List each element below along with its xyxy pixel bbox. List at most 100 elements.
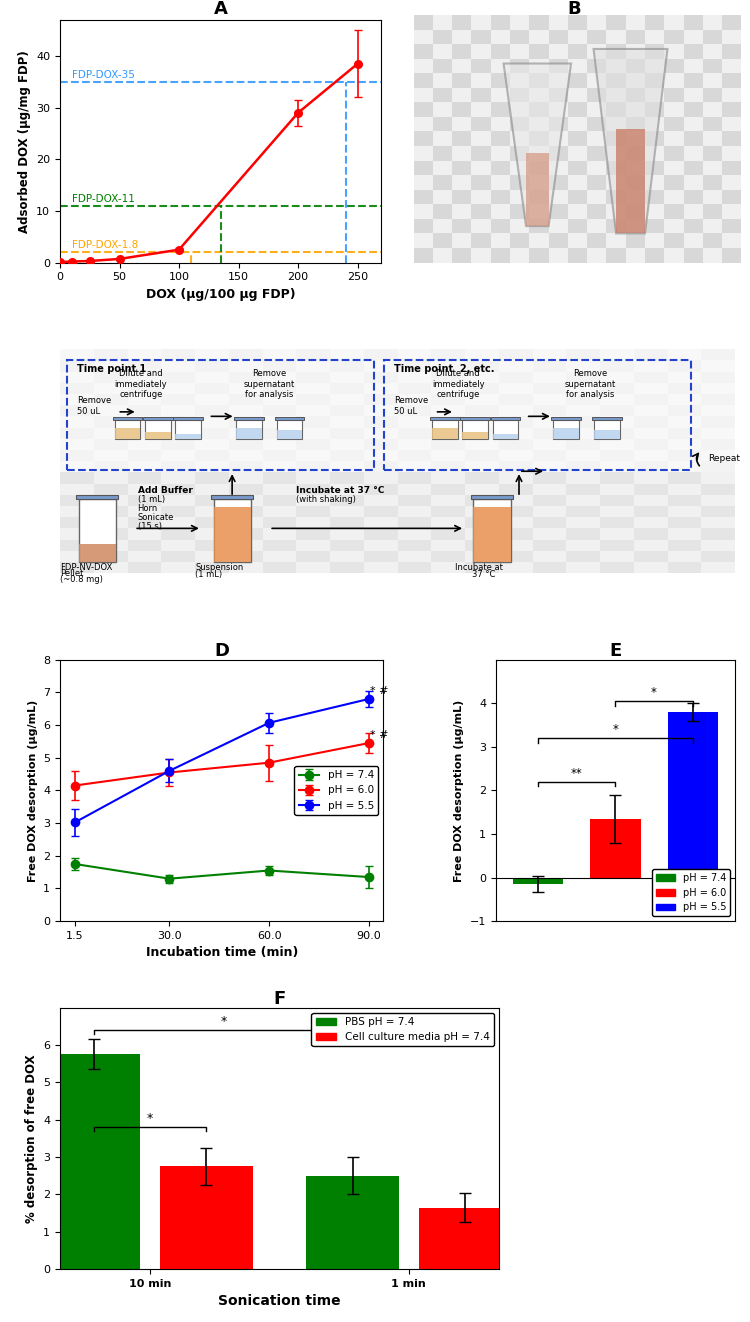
Bar xyxy=(94,371,128,383)
Bar xyxy=(626,44,645,58)
Bar xyxy=(634,517,668,529)
Bar xyxy=(398,494,431,506)
Bar xyxy=(60,517,94,529)
Bar xyxy=(460,416,490,419)
Bar xyxy=(161,517,195,529)
Bar xyxy=(60,349,735,472)
Bar xyxy=(431,439,465,449)
Bar xyxy=(530,249,548,263)
Bar xyxy=(364,551,398,562)
Bar xyxy=(490,160,510,176)
Bar xyxy=(229,517,262,529)
Bar xyxy=(161,371,195,383)
Bar xyxy=(94,551,128,562)
Bar xyxy=(510,29,530,44)
Bar xyxy=(398,484,431,494)
Bar xyxy=(566,416,600,427)
Bar xyxy=(229,494,262,506)
Bar xyxy=(398,427,431,439)
Bar xyxy=(195,494,229,506)
Bar xyxy=(645,190,664,205)
Bar xyxy=(568,87,587,102)
Bar xyxy=(433,131,452,145)
Text: Remove
50 uL: Remove 50 uL xyxy=(394,397,428,415)
Bar xyxy=(431,484,465,494)
Bar xyxy=(499,427,532,439)
Bar xyxy=(645,176,664,190)
Bar xyxy=(330,371,364,383)
Bar xyxy=(330,439,364,449)
Bar xyxy=(60,439,94,449)
Bar xyxy=(433,190,452,205)
Bar xyxy=(568,15,587,29)
Bar xyxy=(510,131,530,145)
Bar xyxy=(703,160,722,176)
Bar xyxy=(472,116,490,131)
Bar xyxy=(94,562,128,574)
Bar xyxy=(465,383,499,394)
Bar xyxy=(722,73,742,87)
Bar xyxy=(79,500,116,562)
Bar xyxy=(664,58,683,73)
Bar xyxy=(701,405,735,416)
Bar xyxy=(413,249,433,263)
Bar xyxy=(214,506,250,562)
Bar xyxy=(600,361,634,371)
Bar xyxy=(60,416,94,427)
Bar xyxy=(128,484,161,494)
Bar xyxy=(607,29,625,44)
Bar xyxy=(94,394,128,405)
Bar xyxy=(413,58,433,73)
Bar xyxy=(465,562,499,574)
Bar xyxy=(530,176,548,190)
Bar xyxy=(626,176,645,190)
Bar xyxy=(431,371,465,383)
Text: Repeat: Repeat xyxy=(708,455,740,464)
Bar xyxy=(668,439,701,449)
Bar xyxy=(94,506,128,517)
Bar xyxy=(530,44,548,58)
Bar xyxy=(229,439,262,449)
Bar xyxy=(472,15,490,29)
Bar xyxy=(398,349,431,361)
Bar xyxy=(530,73,548,87)
Text: Remove
supernatant
for analysis: Remove supernatant for analysis xyxy=(564,369,616,399)
Legend: PBS pH = 7.4, Cell culture media pH = 7.4: PBS pH = 7.4, Cell culture media pH = 7.… xyxy=(311,1013,494,1047)
Bar xyxy=(548,29,568,44)
Bar xyxy=(433,87,452,102)
Bar xyxy=(262,427,296,439)
Bar xyxy=(490,102,510,116)
Bar xyxy=(607,205,625,219)
Bar xyxy=(330,539,364,551)
Bar xyxy=(465,472,499,484)
Text: *: * xyxy=(613,723,619,736)
Bar xyxy=(722,249,742,263)
Bar xyxy=(499,371,532,383)
Bar xyxy=(600,383,634,394)
Bar xyxy=(607,160,625,176)
Bar xyxy=(722,190,742,205)
Bar xyxy=(645,15,664,29)
Bar xyxy=(510,15,530,29)
Bar xyxy=(490,205,510,219)
Bar xyxy=(60,506,94,517)
Bar xyxy=(634,494,668,506)
Bar xyxy=(465,449,499,461)
Bar xyxy=(195,439,229,449)
Legend: pH = 7.4, pH = 6.0, pH = 5.5: pH = 7.4, pH = 6.0, pH = 5.5 xyxy=(295,765,378,814)
Bar xyxy=(161,361,195,371)
Bar xyxy=(128,439,161,449)
Bar xyxy=(683,29,703,44)
Bar xyxy=(413,160,433,176)
Bar xyxy=(296,484,330,494)
Bar xyxy=(433,44,452,58)
Bar xyxy=(433,249,452,263)
Bar xyxy=(431,427,465,439)
Bar xyxy=(398,517,431,529)
Bar xyxy=(683,234,703,249)
Bar xyxy=(600,439,634,449)
Bar xyxy=(499,349,532,361)
Bar xyxy=(128,539,161,551)
Bar xyxy=(236,428,262,439)
Bar xyxy=(195,506,229,517)
